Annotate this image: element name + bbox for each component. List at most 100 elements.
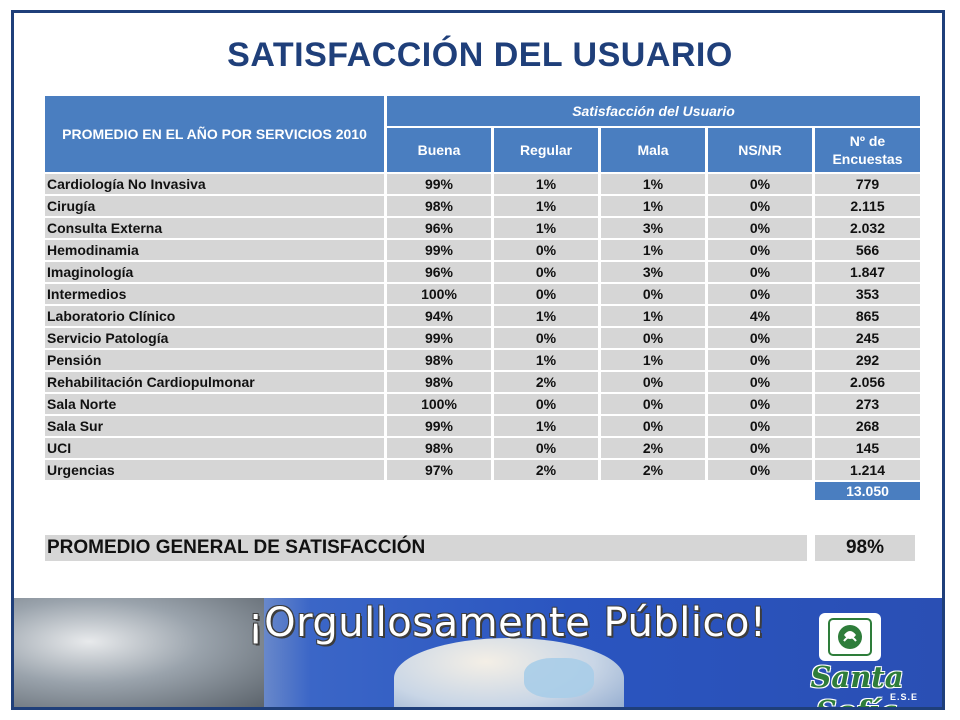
table-cell-service: Imaginología: [45, 262, 384, 282]
surgical-mask-image: [524, 658, 594, 698]
table-cell-encuestas: 2.032: [815, 218, 920, 238]
table-cell-nsnr: 4%: [708, 306, 812, 326]
hospital-photo: [14, 598, 264, 707]
table-cell-encuestas: 2.115: [815, 196, 920, 216]
table-cell-buena: 99%: [387, 240, 491, 260]
total-encuestas: 13.050: [815, 482, 920, 500]
santa-sofia-logo-icon: [819, 613, 881, 661]
table-cell-encuestas: 566: [815, 240, 920, 260]
table-cell-encuestas: 273: [815, 394, 920, 414]
table-cell-service: Sala Norte: [45, 394, 384, 414]
table-cell-buena: 96%: [387, 218, 491, 238]
table-cell-mala: 1%: [601, 174, 705, 194]
column-header-buena: Buena: [387, 128, 491, 172]
table-cell-nsnr: 0%: [708, 438, 812, 458]
table-cell-encuestas: 292: [815, 350, 920, 370]
table-cell-buena: 96%: [387, 262, 491, 282]
table-cell-regular: 2%: [494, 460, 598, 480]
table-cell-service: Servicio Patología: [45, 328, 384, 348]
table-cell-mala: 0%: [601, 284, 705, 304]
total-spacer: [45, 482, 384, 500]
table-cell-encuestas: 779: [815, 174, 920, 194]
table-cell-regular: 0%: [494, 284, 598, 304]
table-cell-mala: 1%: [601, 240, 705, 260]
table-cell-nsnr: 0%: [708, 284, 812, 304]
table-cell-nsnr: 0%: [708, 460, 812, 480]
table-cell-service: Intermedios: [45, 284, 384, 304]
table-cell-regular: 2%: [494, 372, 598, 392]
table-cell-nsnr: 0%: [708, 196, 812, 216]
table-cell-service: Cirugía: [45, 196, 384, 216]
table-cell-nsnr: 0%: [708, 240, 812, 260]
table-cell-regular: 0%: [494, 262, 598, 282]
table-cell-encuestas: 1.847: [815, 262, 920, 282]
table-cell-encuestas: 145: [815, 438, 920, 458]
table-cell-mala: 1%: [601, 306, 705, 326]
table-cell-nsnr: 0%: [708, 350, 812, 370]
table-cell-buena: 94%: [387, 306, 491, 326]
table-cell-mala: 3%: [601, 218, 705, 238]
table-cell-nsnr: 0%: [708, 328, 812, 348]
table-cell-service: Laboratorio Clínico: [45, 306, 384, 326]
table-cell-mala: 2%: [601, 438, 705, 458]
table-cell-service: Pensión: [45, 350, 384, 370]
table-cell-nsnr: 0%: [708, 372, 812, 392]
table-cell-regular: 0%: [494, 438, 598, 458]
total-spacer: [708, 482, 812, 500]
general-average-value: 98%: [815, 535, 915, 561]
table-cell-nsnr: 0%: [708, 416, 812, 436]
table-cell-mala: 0%: [601, 328, 705, 348]
satisfaction-table: PROMEDIO EN EL AÑO POR SERVICIOS 2010 Sa…: [45, 96, 921, 500]
table-cell-regular: 0%: [494, 394, 598, 414]
table-cell-service: Sala Sur: [45, 416, 384, 436]
table-cell-buena: 98%: [387, 372, 491, 392]
table-cell-regular: 1%: [494, 174, 598, 194]
column-header-nsnr: NS/NR: [708, 128, 812, 172]
table-cell-buena: 99%: [387, 174, 491, 194]
table-cell-service: Hemodinamia: [45, 240, 384, 260]
table-cell-buena: 97%: [387, 460, 491, 480]
logo-name: Santa Sofía: [810, 660, 904, 707]
table-cell-nsnr: 0%: [708, 218, 812, 238]
page-title: SATISFACCIÓN DEL USUARIO: [227, 36, 733, 74]
table-cell-service: Urgencias: [45, 460, 384, 480]
table-cell-encuestas: 353: [815, 284, 920, 304]
table-cell-buena: 98%: [387, 196, 491, 216]
total-spacer: [601, 482, 705, 500]
table-cell-service: Cardiología No Invasiva: [45, 174, 384, 194]
table-cell-regular: 1%: [494, 306, 598, 326]
footer-banner: ¡Orgullosamente Público! Santa Sofía E.S…: [14, 598, 942, 707]
table-cell-mala: 1%: [601, 350, 705, 370]
table-cell-mala: 0%: [601, 416, 705, 436]
table-cell-nsnr: 0%: [708, 394, 812, 414]
header-satisfaction: Satisfacción del Usuario: [387, 96, 920, 126]
table-cell-service: UCI: [45, 438, 384, 458]
table-cell-buena: 100%: [387, 284, 491, 304]
table-cell-regular: 1%: [494, 218, 598, 238]
table-cell-service: Rehabilitación Cardiopulmonar: [45, 372, 384, 392]
column-header-mala: Mala: [601, 128, 705, 172]
table-cell-mala: 0%: [601, 394, 705, 414]
table-cell-buena: 98%: [387, 350, 491, 370]
table-cell-encuestas: 268: [815, 416, 920, 436]
table-cell-regular: 1%: [494, 350, 598, 370]
table-cell-service: Consulta Externa: [45, 218, 384, 238]
table-cell-encuestas: 865: [815, 306, 920, 326]
table-cell-buena: 99%: [387, 328, 491, 348]
table-cell-mala: 3%: [601, 262, 705, 282]
column-header-regular: Regular: [494, 128, 598, 172]
column-header-encuestas: Nº de Encuestas: [815, 128, 920, 172]
table-cell-mala: 1%: [601, 196, 705, 216]
general-average-label: PROMEDIO GENERAL DE SATISFACCIÓN: [45, 535, 807, 561]
table-cell-regular: 0%: [494, 328, 598, 348]
general-average: PROMEDIO GENERAL DE SATISFACCIÓN 98%: [45, 535, 915, 561]
logo-subtitle: E.S.E: [890, 692, 919, 702]
table-cell-mala: 2%: [601, 460, 705, 480]
table-cell-buena: 98%: [387, 438, 491, 458]
table-cell-encuestas: 245: [815, 328, 920, 348]
table-cell-nsnr: 0%: [708, 262, 812, 282]
table-cell-encuestas: 2.056: [815, 372, 920, 392]
table-cell-regular: 0%: [494, 240, 598, 260]
table-cell-mala: 0%: [601, 372, 705, 392]
total-spacer: [494, 482, 598, 500]
